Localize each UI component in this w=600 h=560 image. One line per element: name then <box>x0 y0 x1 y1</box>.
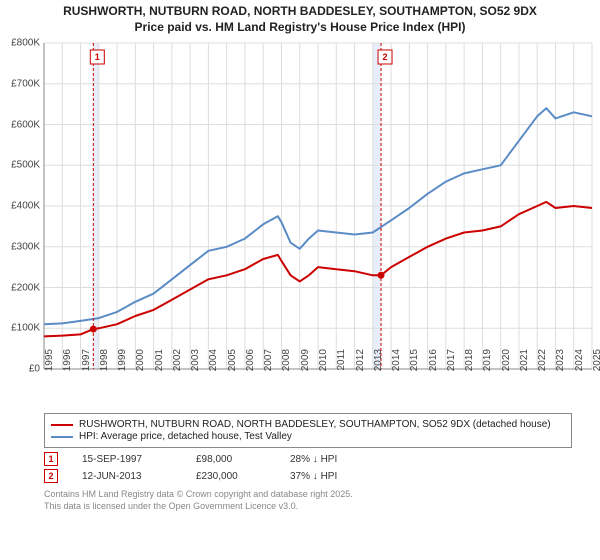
footer-line-1: Contains HM Land Registry data © Crown c… <box>44 489 572 501</box>
chart-title: RUSHWORTH, NUTBURN ROAD, NORTH BADDESLEY… <box>0 0 600 37</box>
marker-date-1: 15-SEP-1997 <box>82 454 172 465</box>
legend-swatch-price-paid <box>51 424 73 426</box>
y-tick-label: £700K <box>0 78 40 89</box>
x-tick-label: 2002 <box>172 349 183 379</box>
y-tick-label: £600K <box>0 119 40 130</box>
x-tick-label: 1999 <box>117 349 128 379</box>
x-tick-label: 2012 <box>355 349 366 379</box>
y-tick-label: £500K <box>0 160 40 171</box>
svg-text:1: 1 <box>95 52 100 62</box>
marker-row-1: 1 15-SEP-1997 £98,000 28% ↓ HPI <box>44 452 572 466</box>
x-tick-label: 2000 <box>135 349 146 379</box>
x-tick-label: 1996 <box>62 349 73 379</box>
legend-label-hpi: HPI: Average price, detached house, Test… <box>79 431 292 442</box>
x-tick-label: 2007 <box>263 349 274 379</box>
marker-pct-2: 37% ↓ HPI <box>290 471 380 482</box>
legend-item-hpi: HPI: Average price, detached house, Test… <box>51 431 565 442</box>
x-tick-label: 2009 <box>300 349 311 379</box>
legend: RUSHWORTH, NUTBURN ROAD, NORTH BADDESLEY… <box>44 413 572 448</box>
x-tick-label: 1995 <box>44 349 55 379</box>
x-tick-label: 2018 <box>464 349 475 379</box>
x-tick-label: 2014 <box>391 349 402 379</box>
legend-swatch-hpi <box>51 436 73 438</box>
x-tick-label: 2006 <box>245 349 256 379</box>
chart-area: 1 2 £0 £100K £200K £300K £400K £500K £600K £700K… <box>0 37 600 407</box>
x-tick-label: 2019 <box>482 349 493 379</box>
y-tick-label: £0 <box>0 364 40 375</box>
marker-date-2: 12-JUN-2013 <box>82 471 172 482</box>
x-tick-label: 2003 <box>190 349 201 379</box>
x-tick-label: 2023 <box>555 349 566 379</box>
y-tick-label: £200K <box>0 282 40 293</box>
y-tick-label: £100K <box>0 323 40 334</box>
x-tick-label: 2013 <box>373 349 384 379</box>
x-tick-label: 2010 <box>318 349 329 379</box>
x-tick-label: 2008 <box>281 349 292 379</box>
footer-attribution: Contains HM Land Registry data © Crown c… <box>44 489 572 512</box>
x-tick-label: 2022 <box>537 349 548 379</box>
x-tick-label: 2001 <box>154 349 165 379</box>
marker-pct-1: 28% ↓ HPI <box>290 454 380 465</box>
x-tick-label: 2016 <box>428 349 439 379</box>
x-tick-label: 1997 <box>81 349 92 379</box>
marker-row-2: 2 12-JUN-2013 £230,000 37% ↓ HPI <box>44 469 572 483</box>
x-tick-label: 2004 <box>208 349 219 379</box>
x-tick-label: 2020 <box>501 349 512 379</box>
x-tick-label: 2005 <box>227 349 238 379</box>
marker-badge-1: 1 <box>44 452 58 466</box>
marker-price-1: £98,000 <box>196 454 266 465</box>
legend-label-price-paid: RUSHWORTH, NUTBURN ROAD, NORTH BADDESLEY… <box>79 419 551 430</box>
title-line-2: Price paid vs. HM Land Registry's House … <box>8 20 592 36</box>
x-tick-label: 2017 <box>446 349 457 379</box>
title-line-1: RUSHWORTH, NUTBURN ROAD, NORTH BADDESLEY… <box>8 4 592 20</box>
y-tick-label: £300K <box>0 241 40 252</box>
legend-item-price-paid: RUSHWORTH, NUTBURN ROAD, NORTH BADDESLEY… <box>51 419 565 430</box>
marker-badge-2: 2 <box>44 469 58 483</box>
x-tick-label: 2011 <box>336 349 347 379</box>
marker-table: 1 15-SEP-1997 £98,000 28% ↓ HPI 2 12-JUN… <box>44 452 572 483</box>
marker-price-2: £230,000 <box>196 471 266 482</box>
x-tick-label: 2024 <box>574 349 585 379</box>
x-tick-label: 2015 <box>409 349 420 379</box>
x-tick-label: 2025 <box>592 349 600 379</box>
svg-text:2: 2 <box>383 52 388 62</box>
x-tick-label: 2021 <box>519 349 530 379</box>
footer-line-2: This data is licensed under the Open Gov… <box>44 501 572 513</box>
y-tick-label: £400K <box>0 201 40 212</box>
x-tick-label: 1998 <box>99 349 110 379</box>
y-tick-label: £800K <box>0 38 40 49</box>
